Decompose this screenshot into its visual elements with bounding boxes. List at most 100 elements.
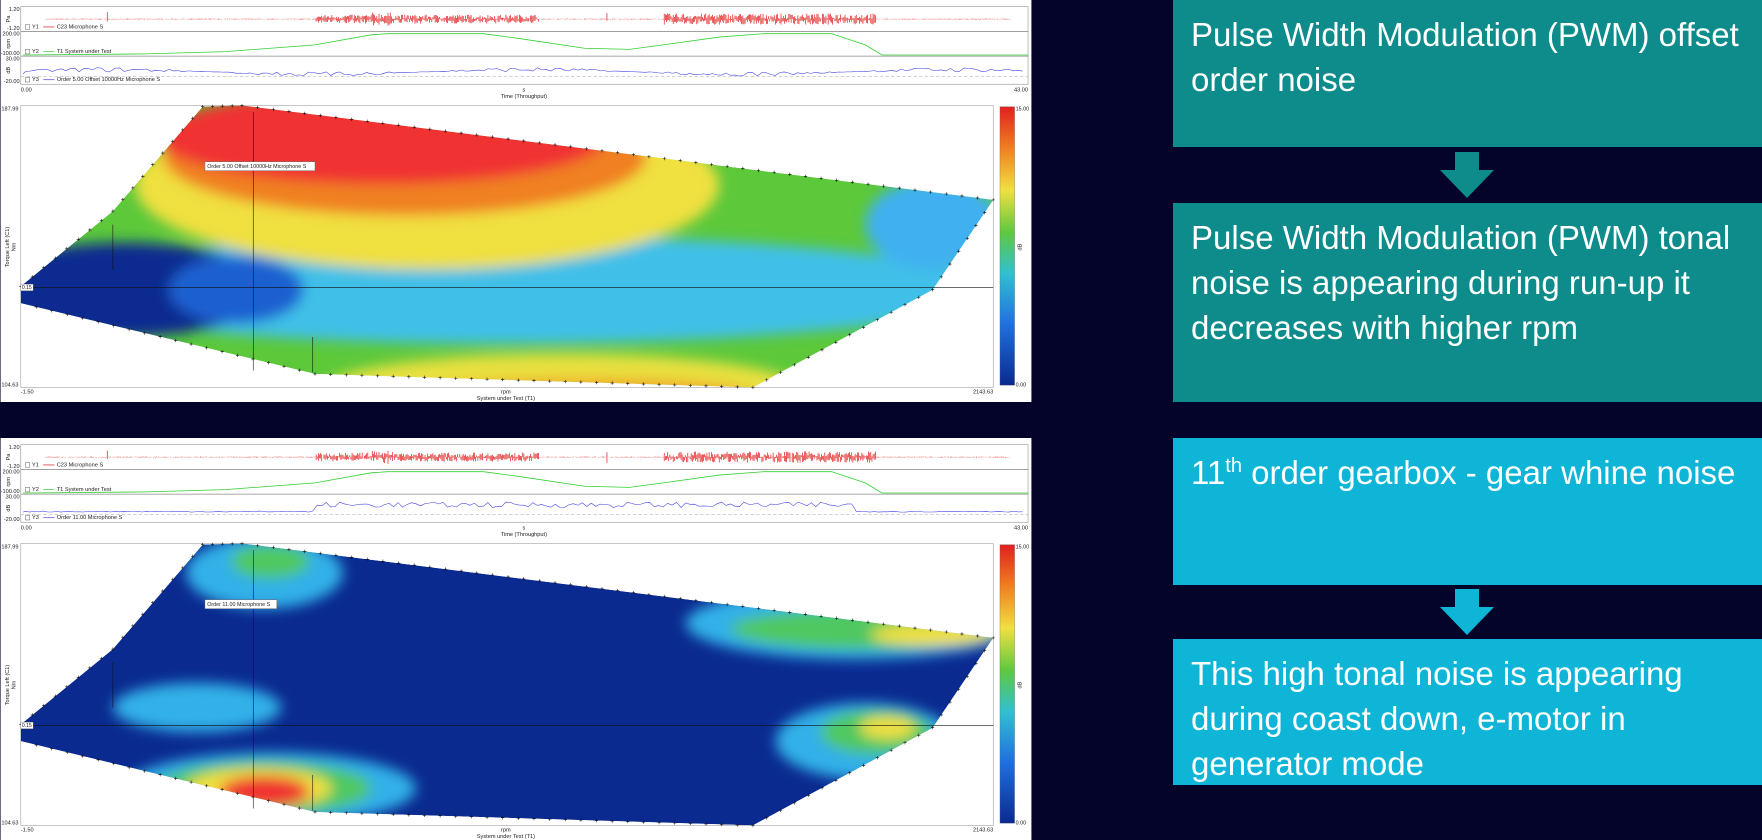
x-label: System under Test (T1) <box>477 396 535 402</box>
x-label: System under Test (T1) <box>477 834 535 840</box>
trace-unit: dB <box>6 504 12 511</box>
y-label: Torque Left (C1) <box>5 665 11 706</box>
trace-max: 30.00 <box>6 56 20 62</box>
contour-region <box>112 682 282 733</box>
step-box: 11th order gearbox - gear whine noise <box>1173 438 1762 585</box>
trace-unit: rpm <box>6 477 12 487</box>
scale-unit: dB <box>1018 681 1024 688</box>
legend-key: Y3 <box>32 77 39 83</box>
rpm-trace <box>23 471 1029 494</box>
time-end: 43.00 <box>1014 525 1028 531</box>
trace-unit: rpm <box>6 39 12 49</box>
legend-name: T1 System under Test <box>57 487 112 493</box>
down-arrow <box>1440 152 1494 198</box>
legend-key: Y2 <box>32 49 39 55</box>
scale-max: 15.00 <box>1016 544 1029 550</box>
y-label: Torque Left (C1) <box>5 227 11 268</box>
trace-max: 1.20 <box>9 445 20 451</box>
trace-max: 30.00 <box>6 494 20 500</box>
trace-min: -1.20 <box>7 464 20 470</box>
legend-key: Y1 <box>32 24 39 30</box>
annotation-box <box>204 599 278 609</box>
step-box: This high tonal noise is appearing durin… <box>1173 639 1762 785</box>
trace-max: 200.00 <box>3 32 20 38</box>
legend-checkbox <box>25 462 31 468</box>
y-bottom: 104.63 <box>1 821 18 827</box>
y-bottom: 104.63 <box>1 383 18 389</box>
time-start: 0.00 <box>21 87 32 93</box>
time-unit: s <box>522 87 525 93</box>
trace-strip <box>20 493 1029 523</box>
y-unit: Nm <box>12 242 18 251</box>
trace-min: -20.00 <box>4 79 20 85</box>
color-scale <box>999 106 1015 386</box>
step-text: order gearbox - gear whine noise <box>1241 454 1736 491</box>
scale-min: 0.00 <box>1016 383 1026 389</box>
annotation: Order 5.00 Offset 10000Hz Microphone S <box>207 164 307 170</box>
trace-min: -1.20 <box>7 26 20 32</box>
reference-label: 0.15 <box>22 285 32 291</box>
step-text: 11 <box>1191 454 1226 491</box>
analysis-panel: 1.20 -1.20 Pa Y1 C23 Microphone S 200.00 -100.… <box>0 0 1032 402</box>
time-label: Time (Throughput) <box>501 532 547 538</box>
trace-min: -20.00 <box>4 517 20 523</box>
reference-label-box <box>20 283 34 292</box>
legend-name: Order 5.00 Offset 10000Hz Microphone S <box>57 77 161 83</box>
legend-key: Y3 <box>32 515 39 521</box>
trace-max: 200.00 <box>3 470 20 476</box>
trace-unit: dB <box>6 66 12 73</box>
rpm-trace <box>23 33 1029 56</box>
y-unit: Nm <box>12 680 18 689</box>
reference-label-box <box>20 721 34 730</box>
down-arrow <box>1440 589 1494 635</box>
trace-max: 1.20 <box>9 7 20 13</box>
step-text: Pulse Width Modulation (PWM) offset orde… <box>1191 16 1739 98</box>
legend-checkbox <box>25 487 31 493</box>
contour-region <box>326 353 798 388</box>
legend-checkbox <box>25 24 31 30</box>
signal-trace <box>45 450 1011 464</box>
time-end: 43.00 <box>1014 87 1028 93</box>
step-box: Pulse Width Modulation (PWM) tonal noise… <box>1173 203 1762 402</box>
annotation: Order 11.00 Microphone S <box>207 602 270 608</box>
legend-checkbox <box>25 77 31 83</box>
signal-trace <box>45 12 1011 26</box>
trace-strip <box>20 55 1029 85</box>
trace-min: -100.00 <box>1 51 20 57</box>
contour-region <box>859 716 916 739</box>
scale-unit: dB <box>1018 243 1024 250</box>
scale-max: 15.00 <box>1016 106 1029 112</box>
color-scale <box>999 544 1015 824</box>
x-end: 2143.63 <box>973 827 993 833</box>
step-box: Pulse Width Modulation (PWM) offset orde… <box>1173 0 1762 147</box>
trace-unit: Pa <box>6 15 12 23</box>
order-trace <box>22 501 1023 513</box>
trace-min: -100.00 <box>1 489 20 495</box>
legend-checkbox <box>25 49 31 55</box>
step-text: Pulse Width Modulation (PWM) tonal noise… <box>1191 219 1731 346</box>
legend-name: C23 Microphone S <box>57 462 104 468</box>
legend-checkbox <box>25 515 31 521</box>
legend-key: Y2 <box>32 487 39 493</box>
annotation-box <box>204 161 316 171</box>
reference-label: 0.15 <box>22 723 32 729</box>
scale-min: 0.00 <box>1016 821 1026 827</box>
step-text: This high tonal noise is appearing durin… <box>1191 655 1683 782</box>
x-start: -1.50 <box>21 827 34 833</box>
y-top: 187.99 <box>1 544 18 550</box>
contour-map <box>20 105 994 388</box>
trace-unit: Pa <box>6 453 12 461</box>
ordinal-suffix: th <box>1225 455 1242 477</box>
x-unit: rpm <box>501 389 511 395</box>
contour-region <box>169 256 304 324</box>
x-end: 2143.63 <box>973 389 993 395</box>
legend-name: Order 11.00 Microphone S <box>57 515 123 521</box>
time-label: Time (Throughput) <box>501 94 547 100</box>
analysis-panel: 1.20 -1.20 Pa Y1 C23 Microphone S 200.00 -100.… <box>0 438 1032 840</box>
legend-name: C23 Microphone S <box>57 24 104 30</box>
time-unit: s <box>522 525 525 531</box>
legend-name: T1 System under Test <box>57 49 112 55</box>
x-unit: rpm <box>501 827 511 833</box>
time-start: 0.00 <box>21 525 32 531</box>
